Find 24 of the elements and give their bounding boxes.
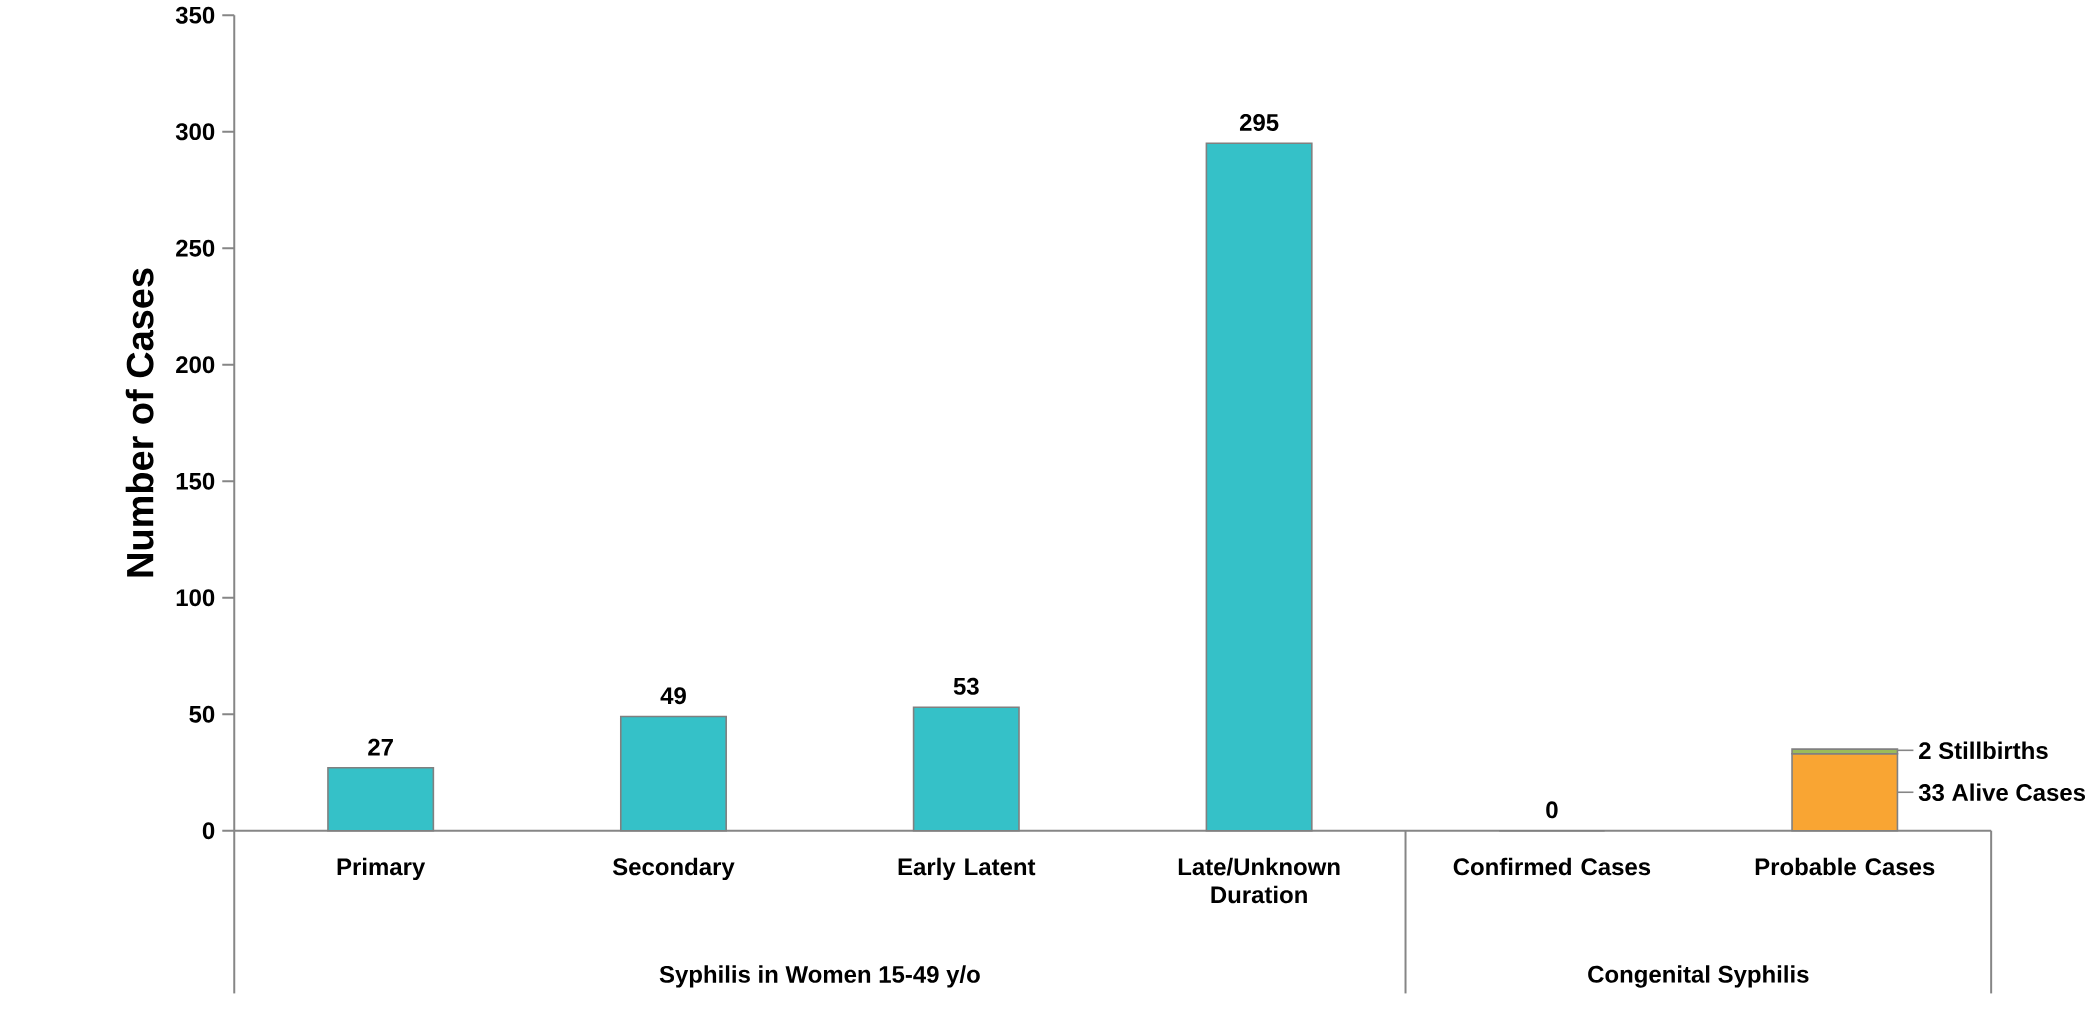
- x-tick-label: Primary: [337, 857, 426, 881]
- y-tick-label: 150: [176, 472, 215, 490]
- annotation: 2 Stillbirths: [1919, 741, 2048, 760]
- y-tick-label: 0: [202, 822, 215, 840]
- y-tick-label: 250: [176, 239, 215, 257]
- y-tick-label: 350: [175, 6, 215, 24]
- x-tick-label: Secondary: [612, 857, 735, 881]
- data-label: 53: [953, 678, 979, 696]
- y-tick-label: 300: [175, 123, 215, 141]
- text: Congenital Syphilis: [1588, 965, 1809, 988]
- y-axis-title: Number of Cases: [125, 268, 154, 577]
- x-tick-label: Early Latent: [898, 857, 1036, 881]
- y-tick-label: 200: [176, 356, 215, 374]
- y-tick-label: 100: [176, 589, 215, 607]
- annotation: 33 Alive Cases: [1918, 783, 2085, 802]
- data-label: 49: [660, 687, 686, 705]
- data-label: 0: [1546, 801, 1558, 819]
- x-tick-label: Confirmed Cases: [1453, 857, 1651, 876]
- y-tick-label: 50: [189, 705, 215, 723]
- text: Syphilis in Women 15-49 y/o: [659, 965, 980, 988]
- x-tick-label: Probable Cases: [1755, 857, 1935, 876]
- data-label: 295: [1239, 114, 1279, 132]
- x-tick-label: Late/Unknown Duration: [1178, 857, 1340, 904]
- data-label: 27: [368, 738, 393, 756]
